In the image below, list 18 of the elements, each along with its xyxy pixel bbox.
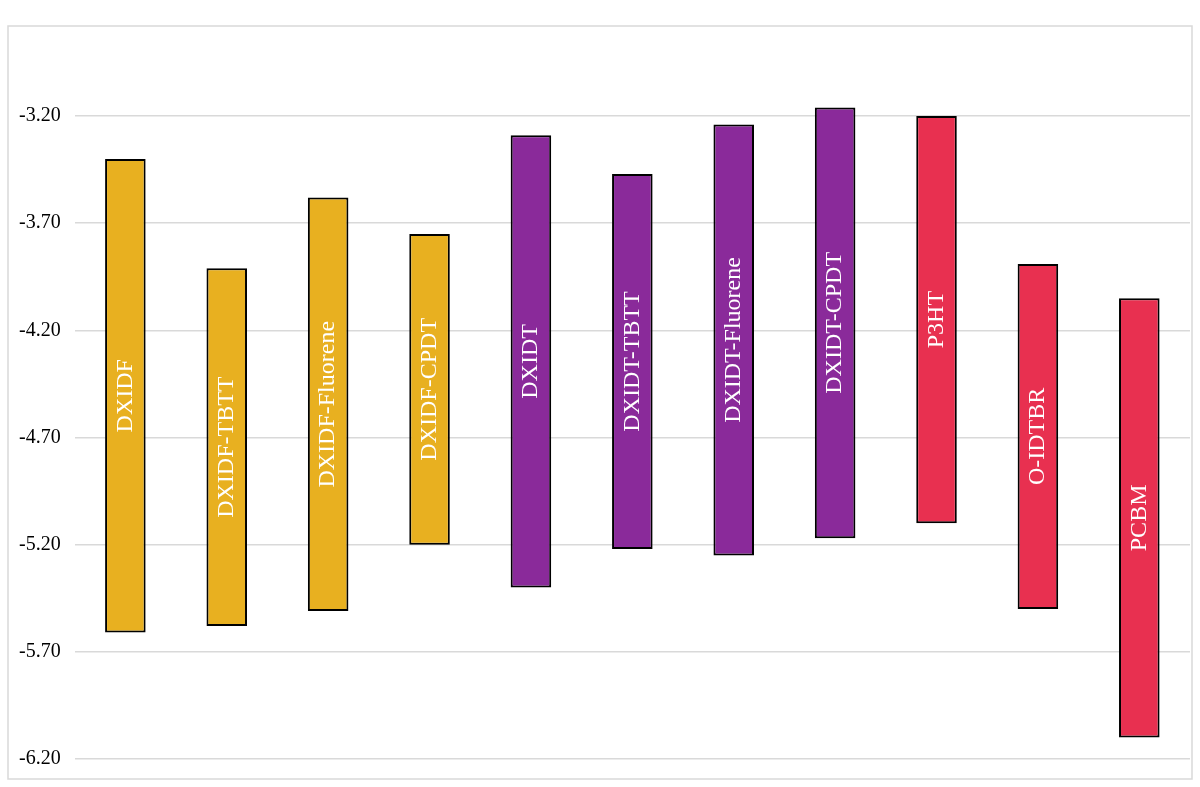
x-tick-label: DXIDT-TBTT [617, 290, 644, 432]
x-tick-label: PCBM [1124, 484, 1151, 552]
y-tick-label: -5.70 [18, 639, 61, 662]
x-tick-label: DXIDT [516, 323, 543, 399]
y-tick-label: -6.20 [18, 746, 61, 769]
y-tick-label: -4.70 [18, 424, 61, 447]
y-tick-label: -4.20 [18, 317, 61, 340]
x-tick-label: O-IDTBR [1023, 387, 1050, 486]
x-tick-label: P3HT [921, 290, 948, 349]
y-tick-label: -3.20 [18, 103, 61, 126]
x-tick-label: DXIDF-Fluorene [313, 320, 340, 488]
x-tick-label: DXIDF [110, 359, 137, 433]
x-tick-label: DXIDT-CPDT [820, 251, 847, 394]
y-tick-label: -5.20 [18, 531, 61, 554]
x-tick-label: DXIDF-CPDT [414, 317, 441, 461]
x-tick-label: DXIDT-Fluorene [719, 257, 746, 423]
x-tick-label: DXIDF-TBTT [212, 376, 239, 518]
y-tick-label: -3.70 [18, 210, 61, 233]
